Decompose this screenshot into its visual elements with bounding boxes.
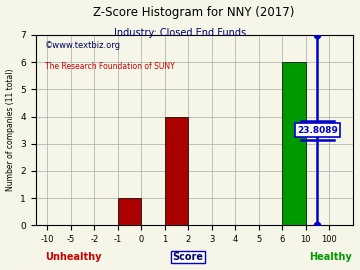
Text: Score: Score bbox=[172, 252, 203, 262]
Bar bbox=[165, 117, 188, 225]
Text: Healthy: Healthy bbox=[309, 252, 352, 262]
Text: ©www.textbiz.org: ©www.textbiz.org bbox=[45, 41, 121, 50]
Text: Industry: Closed End Funds: Industry: Closed End Funds bbox=[114, 28, 246, 38]
Bar bbox=[282, 62, 306, 225]
Title: Z-Score Histogram for NNY (2017): Z-Score Histogram for NNY (2017) bbox=[93, 6, 295, 19]
Text: Unhealthy: Unhealthy bbox=[45, 252, 102, 262]
Text: The Research Foundation of SUNY: The Research Foundation of SUNY bbox=[45, 62, 175, 71]
Bar bbox=[118, 198, 141, 225]
Y-axis label: Number of companies (11 total): Number of companies (11 total) bbox=[5, 69, 14, 191]
Text: 23.8089: 23.8089 bbox=[297, 126, 338, 135]
